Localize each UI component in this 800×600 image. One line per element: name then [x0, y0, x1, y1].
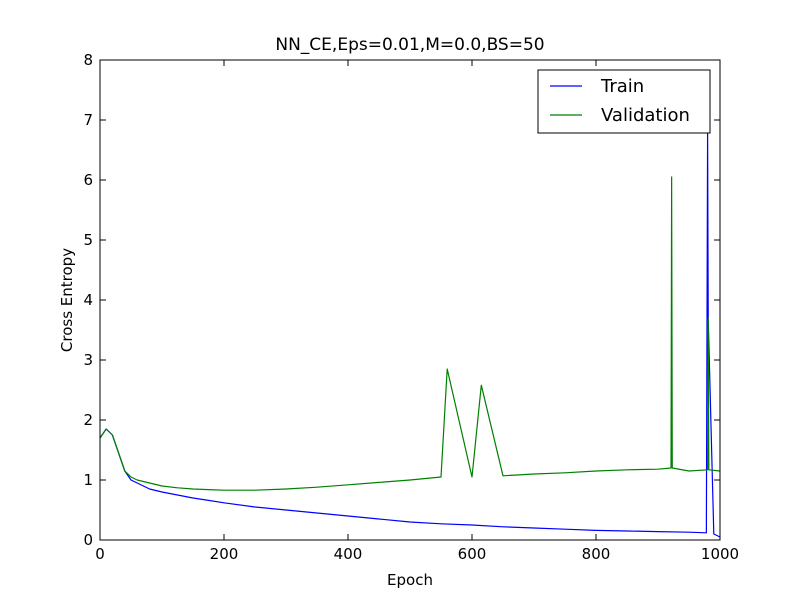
- y-tick-label: 2: [83, 411, 93, 429]
- x-tick-label: 200: [210, 545, 239, 563]
- legend-label-train: Train: [600, 76, 644, 97]
- y-tick-label: 1: [83, 471, 93, 489]
- y-tick-label: 7: [83, 111, 93, 129]
- y-tick-label: 6: [83, 171, 93, 189]
- x-tick-label: 800: [582, 545, 611, 563]
- x-axis: 0 200 400 600 800 1000: [95, 60, 739, 563]
- legend-label-validation: Validation: [601, 105, 690, 126]
- x-axis-label: Epoch: [387, 571, 433, 589]
- series-line-validation: [99, 176, 721, 491]
- legend-box: [537, 69, 711, 134]
- x-tick-label: 400: [334, 545, 363, 563]
- series-layer: [99, 131, 721, 538]
- x-tick-label: 0: [95, 545, 105, 563]
- y-tick-label: 3: [83, 351, 93, 369]
- y-tick-label: 0: [83, 531, 93, 549]
- y-tick-label: 5: [83, 231, 93, 249]
- y-tick-label: 8: [83, 51, 93, 69]
- x-tick-label: 1000: [701, 545, 739, 563]
- chart-title: NN_CE,Eps=0.01,M=0.0,BS=50: [275, 35, 544, 55]
- y-tick-label: 4: [83, 291, 93, 309]
- legend: Train Validation: [537, 69, 711, 134]
- x-tick-label: 600: [458, 545, 487, 563]
- y-axis: 0 1 2 3 4 5 6 7 8: [83, 51, 720, 549]
- series-line-train: [99, 131, 721, 538]
- y-axis-label: Cross Entropy: [58, 248, 76, 352]
